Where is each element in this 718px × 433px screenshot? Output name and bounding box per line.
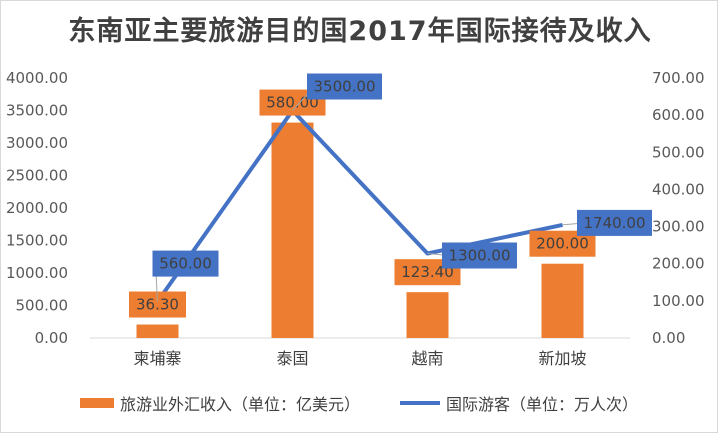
bar — [541, 263, 584, 338]
legend-bar-label: 旅游业外汇收入（单位：亿美元） — [119, 395, 360, 414]
y-left-tick-label: 2500.00 — [6, 167, 68, 185]
x-tick-label: 越南 — [411, 349, 443, 368]
line-data-label: 560.00 — [159, 255, 212, 273]
x-tick-label: 柬埔寨 — [133, 349, 181, 368]
chart-legend: 旅游业外汇收入（单位：亿美元） 国际游客（单位：万人次） — [0, 388, 718, 418]
y-left-tick-label: 2000.00 — [6, 199, 68, 217]
x-tick-label: 泰国 — [276, 349, 308, 368]
y-left-tick-label: 3500.00 — [6, 102, 68, 120]
line-data-label-box — [307, 73, 382, 100]
line-data-label-box — [152, 250, 219, 277]
bar — [271, 122, 314, 338]
y-left-tick-label: 4000.00 — [6, 69, 68, 87]
legend-item-line: 国际游客（单位：万人次） — [400, 391, 638, 415]
line-data-label-box — [577, 209, 652, 236]
y-right-tick-label: 200.00 — [652, 255, 705, 273]
y-right-tick-label: 700.00 — [652, 69, 705, 87]
y-left-tick-label: 500.00 — [16, 297, 69, 315]
bar-data-label: 200.00 — [536, 235, 589, 253]
legend-item-bar: 旅游业外汇收入（单位：亿美元） — [79, 391, 360, 415]
bar-data-label: 580.00 — [266, 94, 319, 112]
y-left-tick-label: 0.00 — [35, 329, 68, 347]
y-right-tick-label: 0.00 — [652, 329, 685, 347]
y-left-tick-label: 3000.00 — [6, 134, 68, 152]
chart-title: 东南亚主要旅游目的国2017年国际接待及收入 — [68, 16, 652, 47]
y-right-tick-label: 300.00 — [652, 218, 705, 236]
legend-bar-swatch — [79, 398, 114, 408]
line-data-label-box — [442, 242, 517, 269]
y-right-tick-label: 500.00 — [652, 143, 705, 161]
line-data-label: 1740.00 — [583, 214, 645, 232]
y-left-tick-label: 1500.00 — [6, 232, 68, 250]
bar-data-label: 36.30 — [136, 296, 179, 314]
y-right-tick-label: 400.00 — [652, 180, 705, 198]
legend-line-label: 国际游客（单位：万人次） — [446, 395, 639, 414]
y-right-tick-label: 100.00 — [652, 292, 705, 310]
y-left-tick-label: 1000.00 — [6, 264, 68, 282]
legend-line-swatch — [400, 401, 440, 405]
bar — [136, 324, 179, 338]
series-line — [155, 108, 563, 303]
y-right-tick-label: 600.00 — [652, 106, 705, 124]
bar — [406, 292, 449, 338]
line-data-label: 3500.00 — [313, 78, 375, 96]
bar-data-label: 123.40 — [401, 263, 454, 281]
line-data-label: 1300.00 — [448, 247, 510, 265]
x-tick-label: 新加坡 — [538, 349, 586, 368]
